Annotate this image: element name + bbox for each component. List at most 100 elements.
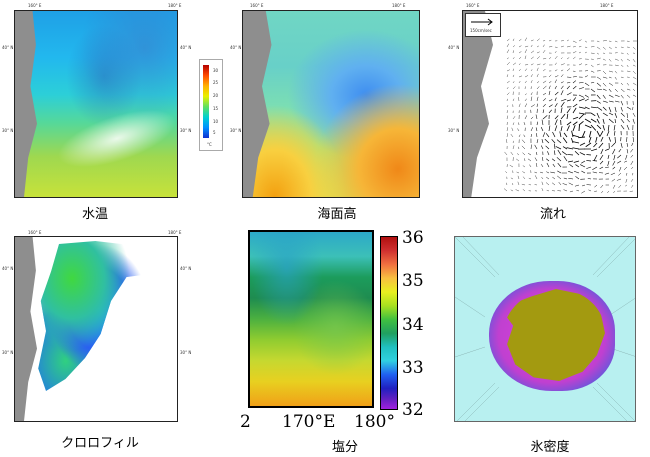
flow-vector (600, 136, 604, 142)
flow-vector (542, 58, 547, 60)
flow-vector (613, 154, 616, 161)
flow-vector (530, 80, 533, 84)
flow-vector (529, 164, 532, 168)
flow-vector (596, 63, 600, 66)
flow-vector (518, 51, 522, 54)
flow-vector (566, 45, 571, 48)
tick-top-1: 160° E (28, 3, 42, 8)
flow-vector (556, 139, 562, 144)
flow-vector (626, 70, 631, 72)
flow-vector (554, 143, 556, 150)
flow-vector (571, 138, 574, 144)
flow-vector (584, 51, 587, 54)
flow-vector (631, 166, 634, 170)
flow-vector (542, 50, 546, 54)
caption-sst: 水温 (81, 207, 108, 222)
flow-vector (590, 148, 598, 152)
flow-vector (512, 50, 514, 54)
flow-vector (562, 146, 568, 150)
flow-vector (584, 94, 589, 98)
flow-vector (594, 184, 598, 188)
flow-vector (590, 106, 597, 109)
flow-vector (632, 136, 635, 143)
flow-vector (536, 103, 538, 108)
flow-vector (517, 128, 520, 132)
flow-vector (626, 106, 632, 110)
flow-vector (590, 112, 596, 117)
flow-vector (541, 188, 544, 192)
flow-vector (524, 115, 528, 120)
tick-right-1: 40° N (180, 45, 192, 50)
flow-vector (506, 105, 509, 108)
flow-vector (572, 70, 576, 72)
flow-vector (618, 184, 622, 188)
flow-vector (604, 172, 610, 175)
flow-vector (556, 157, 562, 162)
flow-vector (595, 136, 598, 143)
flow-vector (528, 184, 532, 186)
flow-vector (614, 100, 620, 103)
flow-vector (530, 127, 533, 132)
sal-xtick-170: 170°E (282, 412, 336, 432)
flow-vector (575, 164, 580, 168)
flow-vector (578, 106, 586, 109)
chl-land (15, 237, 37, 421)
flow-vector (632, 172, 634, 176)
sst-land (15, 11, 37, 197)
flow-vector (626, 148, 629, 154)
flow-vector (608, 112, 614, 116)
flow-vector (534, 157, 538, 162)
flow-vector (540, 145, 544, 150)
flow-vector (530, 92, 533, 96)
flow-vector (522, 165, 526, 168)
flow-vector (578, 94, 585, 98)
tick-right-2: 30° N (180, 350, 192, 355)
sal-map (248, 230, 374, 408)
flow-vector (608, 76, 612, 79)
flow-vector (548, 125, 551, 132)
flow-vector (530, 144, 532, 150)
flow-vector (584, 118, 592, 123)
flow-vector (510, 189, 514, 192)
flow-vector (506, 43, 510, 48)
flow-vector (566, 39, 569, 42)
flow-vector (551, 158, 556, 162)
flow-vector (545, 133, 550, 138)
flow-vector (560, 63, 565, 66)
flow-vector (548, 104, 553, 108)
flow-vector (554, 125, 558, 132)
sst-colorbar-gradient (203, 65, 209, 138)
flow-vector (596, 57, 601, 60)
flow-vector (608, 118, 614, 124)
flow-vector (542, 115, 548, 120)
caption-chl: クロロフィル (61, 436, 139, 451)
tick-top-2: 180° E (168, 3, 182, 8)
flow-vector (506, 49, 510, 54)
flow-vector (608, 82, 614, 86)
flow-vector (512, 81, 515, 84)
flow-vector (546, 176, 550, 180)
flow-vector (518, 69, 521, 72)
flow-vector (554, 150, 556, 156)
flow-vector (536, 67, 539, 72)
flow-vector (566, 99, 571, 102)
flow-vector (626, 124, 630, 131)
sal-xtick-180: 180° (354, 412, 395, 432)
flow-vector (602, 58, 606, 61)
caption-sal: 塩分 (331, 440, 358, 455)
flow-vector (614, 40, 618, 43)
flow-vector (540, 164, 544, 168)
flow-vector (552, 131, 556, 138)
flow-vector (625, 178, 628, 183)
flow-vector (601, 190, 604, 194)
flow-vector (548, 81, 552, 84)
flow-vector (572, 107, 577, 114)
flow-vector (623, 166, 628, 171)
flow-vector (506, 127, 508, 132)
flow-vector (630, 148, 634, 153)
flow-vector (572, 116, 579, 120)
flow-vector (608, 136, 611, 142)
flow-vector (632, 76, 637, 80)
flow-vector (631, 184, 634, 188)
flow-vector (518, 80, 521, 84)
